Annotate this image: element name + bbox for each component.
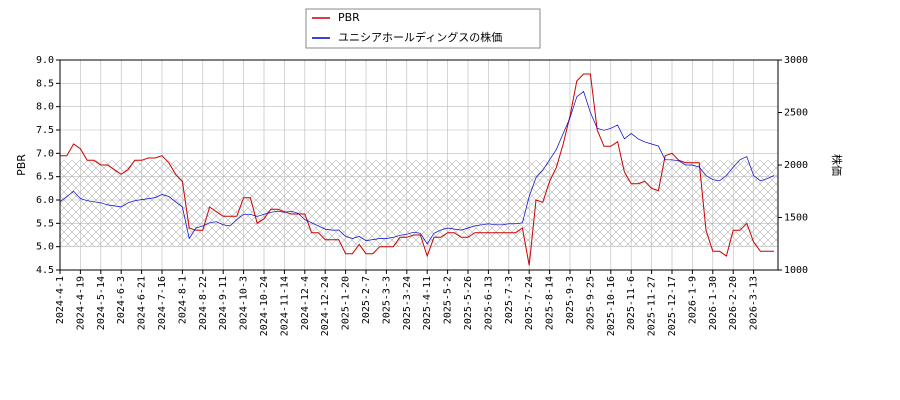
x-tick-label: 2025-4-11 — [422, 276, 433, 330]
x-tick-label: 2024-4-19 — [75, 276, 86, 330]
x-tick-label: 2024-5-14 — [96, 276, 107, 330]
x-tick-label: 2024-7-16 — [157, 276, 168, 330]
x-tick-label: 2025-3-3 — [381, 276, 392, 324]
x-tick-label: 2025-10-16 — [606, 276, 617, 336]
x-tick-label: 2025-5-2 — [443, 276, 454, 324]
x-tick-label: 2024-6-3 — [116, 276, 127, 324]
x-tick-label: 2025-5-26 — [463, 276, 474, 330]
x-tick-label: 2024-6-21 — [137, 276, 148, 330]
plot-frame — [59, 59, 779, 271]
y2-tick-label: 2500 — [784, 108, 808, 119]
series-line — [59, 90, 775, 245]
y2-tick-label: 1500 — [784, 213, 808, 224]
x-tick-label: 2024-12-24 — [320, 276, 331, 336]
y-tick-label: 5.0 — [36, 242, 54, 253]
x-tick-label: 2024-8-22 — [198, 276, 209, 330]
y-tick-label: 6.5 — [36, 172, 54, 183]
legend-label: PBR — [338, 11, 360, 24]
x-tick-label: 2024-10-3 — [239, 276, 250, 330]
y2-tick-label: 3000 — [784, 55, 808, 66]
x-tick-label: 2026-1-30 — [708, 276, 719, 330]
hatch-band — [60, 160, 778, 247]
x-tick-label: 2026-3-13 — [749, 276, 760, 330]
y-tick-label: 9.0 — [36, 55, 54, 66]
legend-box — [305, 8, 541, 49]
y2-tick-label: 1000 — [784, 265, 808, 276]
x-tick-label: 2025-6-13 — [483, 276, 494, 330]
x-tick-label: 2025-9-3 — [565, 276, 576, 324]
y-tick-label: 5.5 — [36, 218, 54, 229]
x-tick-label: 2024-9-11 — [218, 276, 229, 330]
y-tick-label: 8.0 — [36, 102, 54, 113]
x-tick-label: 2025-1-20 — [341, 276, 352, 330]
y-axis-label: PBR — [15, 154, 28, 176]
x-tick-label: 2025-7-24 — [524, 276, 535, 330]
x-tick-label: 2025-9-25 — [585, 276, 596, 330]
x-tick-label: 2025-7-3 — [504, 276, 515, 324]
x-tick-label: 2024-8-1 — [177, 276, 188, 324]
y2-axis-label: 株価 — [830, 154, 844, 176]
y-tick-label: 8.5 — [36, 78, 54, 89]
x-tick-label: 2025-8-14 — [545, 276, 556, 330]
legend-label: ユニシアホールディングスの株価 — [338, 30, 502, 44]
x-tick-label: 2026-1-9 — [687, 276, 698, 324]
legend: PBR ユニシアホールディングスの株価 — [305, 8, 541, 49]
x-tick-label: 2025-3-24 — [402, 276, 413, 330]
x-tick-label: 2026-2-20 — [728, 276, 739, 330]
x-tick-label: 2025-2-7 — [361, 276, 372, 324]
x-tick-label: 2024-12-4 — [300, 276, 311, 330]
y2-tick-label: 2000 — [784, 160, 808, 171]
series-line — [60, 73, 774, 266]
x-tick-label: 2024-11-14 — [279, 276, 290, 336]
y-tick-label: 7.5 — [36, 125, 54, 136]
y-tick-label: 7.0 — [36, 148, 54, 159]
x-tick-label: 2024-4-1 — [55, 276, 66, 324]
x-tick-label: 2025-12-17 — [667, 276, 678, 336]
y-tick-label: 6.0 — [36, 195, 54, 206]
x-tick-label: 2025-11-6 — [626, 276, 637, 330]
x-tick-label: 2025-11-27 — [647, 276, 658, 336]
y-tick-label: 4.5 — [36, 265, 54, 276]
x-tick-label: 2024-10-24 — [259, 276, 270, 336]
